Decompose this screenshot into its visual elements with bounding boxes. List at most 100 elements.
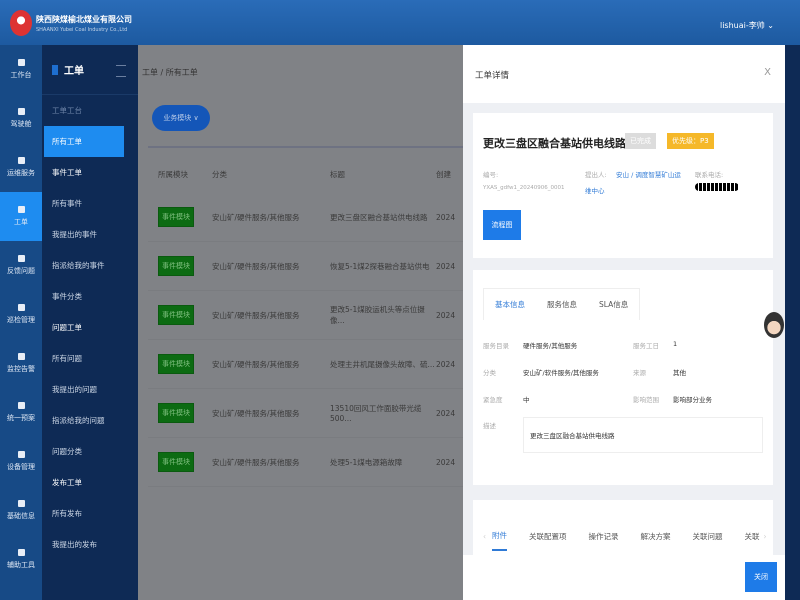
module-tag: 事件模块 <box>158 354 194 374</box>
tab-sla-info[interactable]: SLA信息 <box>599 300 629 309</box>
submenu: 工单 工单工台 所有工单 事件工单 所有事件 我提出的事件 指派给我的事件 事件分类 问题工单… <box>42 45 138 600</box>
submenu-item[interactable]: 所有工单 <box>44 126 124 157</box>
field-value: 中 <box>523 396 530 404</box>
scroll-right-icon[interactable]: › <box>763 532 767 541</box>
rail-label: 工作台 <box>10 71 32 79</box>
rail-label: 设备管理 <box>7 463 35 471</box>
chevron-down-icon: ⌄ <box>767 21 774 30</box>
rail-item[interactable]: 反馈问题 <box>0 241 42 290</box>
submenu-title-text: 工单 <box>64 66 84 77</box>
submenu-item[interactable]: 我提出的事件 <box>52 230 97 239</box>
related-tab[interactable]: 关联配置项 <box>529 532 567 541</box>
ticket-title: 更改三盘区融合基站供电线路 <box>483 137 626 150</box>
ticket-summary-card: 更改三盘区融合基站供电线路 已完成 优先级：P3 编号: YXAS_gdfw1_… <box>473 113 773 258</box>
cell-title: 处理5-1煤电源箱故障 <box>330 457 403 467</box>
field-value: 1 <box>673 340 678 348</box>
col-title: 标题 <box>330 170 345 179</box>
close-button[interactable]: 关闭 <box>745 562 777 592</box>
module-tag: 事件模块 <box>158 452 194 472</box>
icon-rail: 工作台驾驶舱运维服务工单 反馈问题巡检管理监控告警统一预案设备管理基础信息辅助工具 <box>0 45 42 600</box>
submenu-item: 工单工台 <box>52 106 82 115</box>
submenu-item[interactable]: 所有问题 <box>52 354 82 363</box>
related-tab[interactable]: 附件 <box>492 530 507 551</box>
module-tag: 事件模块 <box>158 256 194 276</box>
field-label: 服务目录 <box>483 342 509 350</box>
rail-item[interactable]: 统一预案 <box>0 388 42 437</box>
cell-category: 安山矿/硬件服务/其他服务 <box>212 408 300 418</box>
rail-item[interactable]: 工作台 <box>0 45 42 94</box>
table-row[interactable]: 事件模块 安山矿/硬件服务/其他服务 更改5-1煤胶运机头等点位摄像... 2024 <box>148 291 463 340</box>
number-label: 编号: <box>483 171 499 179</box>
rail-item[interactable]: 辅助工具 <box>0 535 42 584</box>
module-tag: 事件模块 <box>158 305 194 325</box>
rail-item[interactable]: 设备管理 <box>0 437 42 486</box>
collapse-menu-icon[interactable] <box>116 65 126 77</box>
field-label: 分类 <box>483 369 496 377</box>
divider <box>148 146 463 148</box>
submenu-item: 问题工单 <box>52 323 82 332</box>
status-badge: 已完成 <box>625 133 656 149</box>
table-row[interactable]: 事件模块 安山矿/硬件服务/其他服务 更改三盘区融合基站供电线路 2024 <box>148 193 463 242</box>
reporter-link[interactable]: 安山 / 调度智慧矿山运 <box>616 171 681 179</box>
table-header: 所属模块 分类 标题 创建 <box>148 150 463 199</box>
submenu-item[interactable]: 所有发布 <box>52 509 82 518</box>
right-edge-strip <box>785 45 800 600</box>
table-row[interactable]: 事件模块 安山矿/硬件服务/其他服务 处理主井机尾摄像头故障、硫... 2024 <box>148 340 463 389</box>
submenu-item[interactable]: 我提出的发布 <box>52 540 97 549</box>
related-tab[interactable]: 关联问题 <box>692 532 723 541</box>
cell-created: 2024 <box>436 212 456 222</box>
rail-item[interactable]: 巡检管理 <box>0 290 42 339</box>
rail-label: 运维服务 <box>7 169 35 177</box>
related-tab[interactable]: 关联 <box>744 532 760 541</box>
rail-item[interactable]: 驾驶舱 <box>0 94 42 143</box>
related-tab[interactable]: 操作记录 <box>588 532 619 541</box>
nav-icon <box>17 451 25 458</box>
tab-service-info[interactable]: 服务信息 <box>547 300 577 309</box>
cell-category: 安山矿/硬件服务/其他服务 <box>212 457 300 467</box>
table-row[interactable]: 事件模块 安山矿/硬件服务/其他服务 13510回风工作面胶带光缆500... 202… <box>148 389 463 438</box>
cell-category: 安山矿/硬件服务/其他服务 <box>212 261 300 271</box>
user-menu[interactable]: lishuai-李帅 ⌄ <box>720 20 774 31</box>
rail-item[interactable]: 运维服务 <box>0 143 42 192</box>
nav-icon <box>17 206 25 213</box>
assistant-avatar[interactable] <box>764 312 784 338</box>
flowchart-button[interactable]: 流程图 <box>483 210 521 240</box>
rail-label: 辅助工具 <box>7 561 35 569</box>
table-row[interactable]: 事件模块 安山矿/硬件服务/其他服务 处理5-1煤电源箱故障 2024 <box>148 438 463 487</box>
module-filter-button[interactable]: 业务模块 ∨ <box>152 105 210 131</box>
submenu-item: 发布工单 <box>52 478 82 487</box>
cell-created: 2024 <box>436 457 456 467</box>
close-icon[interactable]: X <box>764 67 771 78</box>
related-tab[interactable]: 解决方案 <box>640 532 671 541</box>
drawer-footer: 关闭 <box>463 555 785 600</box>
submenu-item[interactable]: 问题分类 <box>52 447 82 456</box>
nav-icon <box>17 304 25 311</box>
rail-item[interactable]: 监控告警 <box>0 339 42 388</box>
reporter-link-2[interactable]: 维中心 <box>585 187 605 195</box>
rail-label: 驾驶舱 <box>10 120 32 128</box>
field-value: 其他 <box>673 369 686 377</box>
cell-created: 2024 <box>436 359 456 369</box>
rail-item[interactable]: 工单 <box>0 192 42 241</box>
rail-label: 统一预案 <box>7 414 35 422</box>
field-label: 服务工日 <box>633 342 659 350</box>
field-value: 安山矿/软件服务/其他服务 <box>523 369 599 377</box>
nav-icon <box>17 402 25 409</box>
scroll-left-icon[interactable]: ‹ <box>483 532 486 541</box>
submenu-item[interactable]: 所有事件 <box>52 199 82 208</box>
reporter-label: 提出人: <box>585 171 607 179</box>
field-value: 影响部分业务 <box>673 396 712 404</box>
drawer-title: 工单详情 <box>475 71 510 81</box>
submenu-item[interactable]: 指派给我的问题 <box>52 416 105 425</box>
rail-item[interactable]: 基础信息 <box>0 486 42 535</box>
col-category: 分类 <box>212 170 227 179</box>
cell-category: 安山矿/硬件服务/其他服务 <box>212 310 300 320</box>
rail-label: 巡检管理 <box>7 316 35 324</box>
main-content: 工单 / 所有工单 业务模块 ∨ 所属模块 分类 标题 创建 事件模块 安山矿/硬… <box>138 45 463 600</box>
col-created: 创建 <box>436 170 451 179</box>
table-row[interactable]: 事件模块 安山矿/硬件服务/其他服务 恢复5-1煤2探巷融合基站供电 2024 <box>148 242 463 291</box>
tab-basic-info[interactable]: 基本信息 <box>484 289 536 320</box>
submenu-item[interactable]: 事件分类 <box>52 292 82 301</box>
submenu-item[interactable]: 指派给我的事件 <box>52 261 105 270</box>
submenu-item[interactable]: 我提出的问题 <box>52 385 97 394</box>
